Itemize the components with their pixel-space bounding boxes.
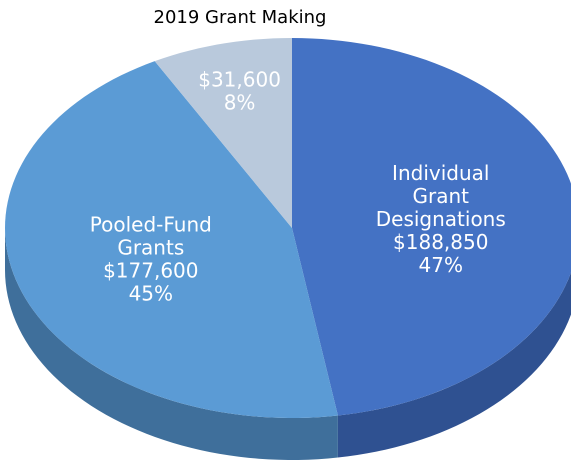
data-label-line: Individual bbox=[392, 161, 489, 185]
data-label-value: $31,600 bbox=[198, 67, 281, 91]
data-label-value: $177,600 bbox=[103, 258, 198, 282]
pie-slice-side bbox=[5, 228, 338, 460]
pie-slice-side bbox=[337, 272, 571, 458]
data-label: Individual Grant Designations $188,850 47% bbox=[376, 161, 506, 277]
data-label-line: Grant bbox=[413, 184, 470, 208]
chart-title: 2019 Grant Making bbox=[154, 7, 327, 28]
data-label: $31,600 8% bbox=[198, 67, 281, 114]
data-label-line: Pooled-Fund bbox=[90, 212, 212, 236]
data-label: Pooled-Fund Grants $177,600 45% bbox=[90, 212, 212, 305]
data-label-line: Designations bbox=[376, 207, 506, 231]
pie-slice bbox=[5, 61, 338, 418]
pie-slice bbox=[154, 38, 292, 228]
data-label-percent: 47% bbox=[419, 253, 463, 277]
data-label-percent: 45% bbox=[129, 281, 173, 305]
pie-slice bbox=[292, 38, 571, 416]
data-label-line: Grants bbox=[117, 235, 184, 259]
data-label-value: $188,850 bbox=[393, 230, 488, 254]
data-label-percent: 8% bbox=[224, 90, 256, 114]
